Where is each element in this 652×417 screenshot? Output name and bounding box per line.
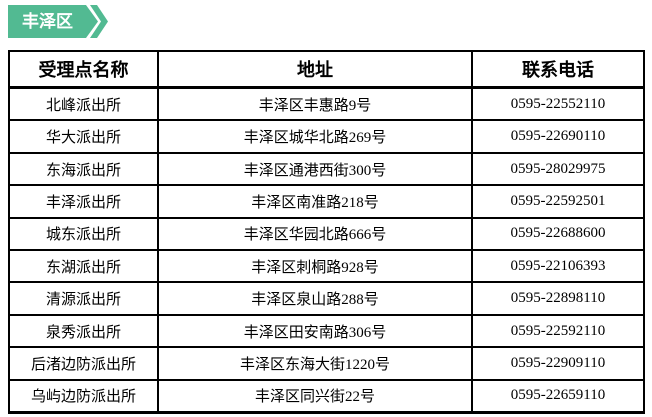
cell-name: 后渚边防派出所 (30, 356, 136, 373)
region-tag-label: 丰泽区 (22, 12, 73, 31)
cell-phone: 0595-22106393 (471, 251, 643, 282)
cell-phone: 0595-22898110 (471, 283, 643, 314)
cell-name: 华大派出所 (45, 130, 121, 147)
cell-address: 丰泽区东海大街1220号 (157, 348, 471, 379)
table-row: 城东派出所 丰泽区华园北路666号 0595-22688600 (10, 218, 643, 252)
table-row: 清源派出所 丰泽区泉山路288号 0595-22898110 (10, 283, 643, 316)
cell-name: 丰泽派出所 (45, 194, 121, 211)
table-row: 丰泽派出所 丰泽区南准路218号 0595-22592501 (10, 186, 643, 219)
cell-address: 丰泽区丰惠路9号 (157, 89, 471, 120)
table-row: 东湖派出所 丰泽区刺桐路928号 0595-22106393 (10, 251, 643, 284)
cell-name: 北峰派出所 (45, 97, 121, 114)
column-header-phone: 联系电话 (471, 52, 643, 86)
cell-address: 丰泽区同兴街22号 (157, 380, 471, 412)
table-row: 泉秀派出所 丰泽区田安南路306号 0595-22592110 (10, 315, 643, 349)
column-header-address: 地址 (157, 52, 471, 86)
cell-phone: 0595-22690110 (471, 121, 643, 152)
region-tag: 丰泽区 (8, 5, 108, 38)
cell-phone: 0595-22659110 (471, 380, 643, 412)
table-row: 后渚边防派出所 丰泽区东海大街1220号 0595-22909110 (10, 348, 643, 381)
cell-name: 泉秀派出所 (45, 324, 121, 341)
region-tag-body: 丰泽区 (8, 5, 98, 38)
cell-phone: 0595-22592110 (471, 315, 643, 347)
cell-phone: 0595-22909110 (471, 348, 643, 379)
table-row: 北峰派出所 丰泽区丰惠路9号 0595-22552110 (10, 89, 643, 122)
cell-address: 丰泽区通港西街300号 (157, 153, 471, 185)
table-row: 东海派出所 丰泽区通港西街300号 0595-28029975 (10, 153, 643, 187)
cell-address: 丰泽区城华北路269号 (157, 121, 471, 152)
cell-phone: 0595-22552110 (471, 89, 643, 120)
cell-name: 东海派出所 (45, 162, 121, 179)
table-row: 华大派出所 丰泽区城华北路269号 0595-22690110 (10, 121, 643, 154)
table-row: 乌屿边防派出所 丰泽区同兴街22号 0595-22659110 (10, 380, 643, 412)
cell-name: 城东派出所 (45, 227, 121, 244)
cell-phone: 0595-22688600 (471, 218, 643, 250)
cell-name: 清源派出所 (45, 292, 121, 309)
column-header-name: 受理点名称 (38, 60, 129, 80)
cell-name: 乌屿边防派出所 (30, 389, 136, 406)
cell-address: 丰泽区刺桐路928号 (157, 251, 471, 282)
table-header-row: 受理点名称 地址 联系电话 (10, 52, 643, 89)
cell-address: 丰泽区华园北路666号 (157, 218, 471, 250)
cell-phone: 0595-28029975 (471, 153, 643, 185)
police-station-table: 受理点名称 地址 联系电话 北峰派出所 丰泽区丰惠路9号 0595-22552110… (8, 50, 645, 414)
cell-name: 东湖派出所 (45, 259, 121, 276)
cell-phone: 0595-22592501 (471, 186, 643, 217)
cell-address: 丰泽区南准路218号 (157, 186, 471, 217)
cell-address: 丰泽区田安南路306号 (157, 315, 471, 347)
cell-address: 丰泽区泉山路288号 (157, 283, 471, 314)
